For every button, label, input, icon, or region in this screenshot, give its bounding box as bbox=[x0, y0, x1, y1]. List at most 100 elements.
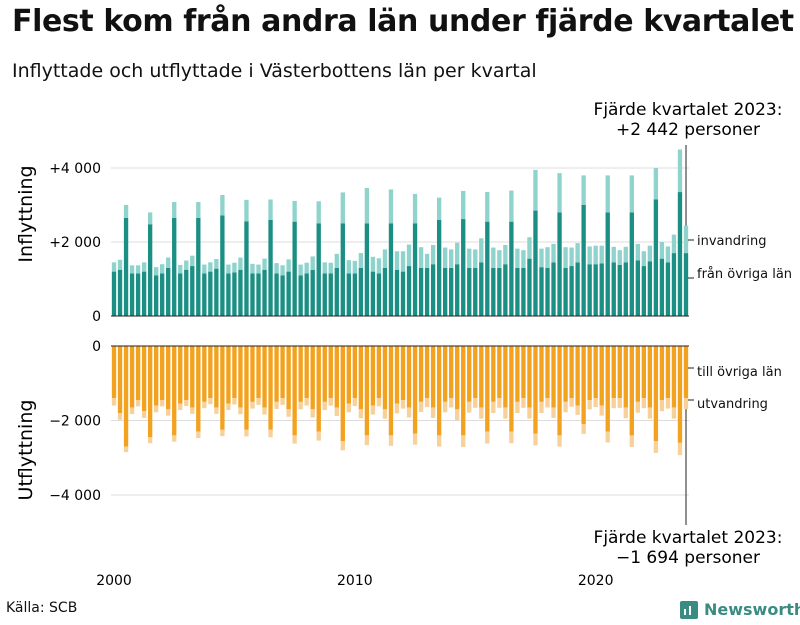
bar-fran-ovriga-lan bbox=[208, 271, 213, 316]
bar-utvandring bbox=[436, 435, 442, 447]
bar-till-ovriga-lan bbox=[274, 346, 279, 402]
bar-utvandring bbox=[455, 409, 460, 421]
bar-till-ovriga-lan bbox=[376, 346, 382, 399]
bar-till-ovriga-lan bbox=[418, 346, 424, 402]
bar-fran-ovriga-lan bbox=[449, 267, 454, 316]
bar-utvandring bbox=[304, 398, 309, 406]
bar-invandring bbox=[593, 245, 598, 265]
bar-utvandring bbox=[503, 407, 508, 419]
bar-till-ovriga-lan bbox=[515, 346, 520, 402]
bar-invandring bbox=[683, 225, 689, 254]
bar-till-ovriga-lan bbox=[611, 346, 616, 399]
bar-utvandring bbox=[467, 401, 472, 413]
bar-invandring bbox=[147, 212, 153, 225]
bar-till-ovriga-lan bbox=[436, 346, 442, 436]
bar-fran-ovriga-lan bbox=[653, 199, 659, 316]
bar-invandring bbox=[677, 149, 683, 193]
bar-till-ovriga-lan bbox=[250, 346, 255, 402]
bar-utvandring bbox=[539, 401, 544, 414]
bar-utvandring bbox=[184, 400, 189, 406]
bar-invandring bbox=[557, 173, 562, 213]
bar-till-ovriga-lan bbox=[322, 346, 327, 402]
bar-utvandring bbox=[406, 407, 412, 418]
bar-till-ovriga-lan bbox=[509, 346, 514, 432]
brand-logo: Newsworthy bbox=[680, 600, 800, 619]
bar-utvandring bbox=[346, 403, 351, 413]
bar-invandring bbox=[196, 202, 201, 218]
bar-fran-ovriga-lan bbox=[370, 271, 376, 316]
bar-invandring bbox=[184, 260, 189, 270]
y-tick-label-bottom: −4 000 bbox=[49, 488, 101, 504]
bar-till-ovriga-lan bbox=[424, 346, 430, 399]
bar-fran-ovriga-lan bbox=[581, 205, 586, 316]
bar-invandring bbox=[123, 205, 129, 218]
bar-invandring bbox=[286, 259, 291, 272]
bar-invandring bbox=[545, 247, 550, 268]
bar-fran-ovriga-lan bbox=[196, 217, 201, 316]
bar-till-ovriga-lan bbox=[123, 346, 129, 447]
y-axis-label-utflyttning: Utflyttning bbox=[15, 400, 37, 501]
bar-till-ovriga-lan bbox=[412, 346, 418, 434]
chart-title: Flest kom från andra län under fjärde kv… bbox=[12, 4, 794, 39]
bar-fran-ovriga-lan bbox=[455, 264, 460, 316]
bar-fran-ovriga-lan bbox=[545, 267, 550, 316]
bar-till-ovriga-lan bbox=[214, 346, 219, 408]
bar-invandring bbox=[635, 243, 640, 261]
bar-till-ovriga-lan bbox=[358, 346, 364, 410]
bar-utvandring bbox=[322, 401, 327, 411]
bar-till-ovriga-lan bbox=[238, 346, 243, 408]
bar-fran-ovriga-lan bbox=[629, 212, 634, 316]
bar-till-ovriga-lan bbox=[226, 346, 231, 404]
bar-till-ovriga-lan bbox=[298, 346, 303, 402]
bar-till-ovriga-lan bbox=[153, 346, 159, 406]
bar-till-ovriga-lan bbox=[677, 346, 683, 443]
bar-invandring bbox=[352, 260, 358, 274]
bar-utvandring bbox=[340, 440, 345, 451]
bar-invandring bbox=[244, 199, 249, 222]
bar-till-ovriga-lan bbox=[328, 346, 333, 399]
bar-utvandring bbox=[605, 431, 610, 443]
bar-fran-ovriga-lan bbox=[623, 262, 628, 316]
bar-till-ovriga-lan bbox=[491, 346, 496, 402]
bar-till-ovriga-lan bbox=[280, 346, 285, 399]
bar-utvandring bbox=[509, 431, 514, 444]
bar-invandring bbox=[153, 267, 159, 276]
bar-fran-ovriga-lan bbox=[328, 273, 333, 316]
bar-invandring bbox=[424, 253, 430, 268]
bar-invandring bbox=[178, 264, 183, 274]
bar-utvandring bbox=[232, 398, 237, 405]
bar-till-ovriga-lan bbox=[593, 346, 598, 399]
bar-invandring bbox=[268, 199, 273, 220]
legend-label-till-ovriga-lan: till övriga län bbox=[697, 365, 782, 380]
bar-invandring bbox=[479, 238, 484, 263]
bar-fran-ovriga-lan bbox=[202, 273, 207, 316]
bar-fran-ovriga-lan bbox=[418, 267, 424, 316]
bar-fran-ovriga-lan bbox=[250, 273, 255, 316]
bar-utvandring bbox=[334, 407, 339, 417]
bar-fran-ovriga-lan bbox=[111, 271, 117, 316]
bar-till-ovriga-lan bbox=[503, 346, 508, 408]
bar-fran-ovriga-lan bbox=[563, 267, 568, 316]
bar-invandring bbox=[515, 248, 520, 268]
bar-till-ovriga-lan bbox=[232, 346, 237, 399]
bar-invandring bbox=[467, 248, 472, 268]
bar-till-ovriga-lan bbox=[641, 346, 647, 399]
bar-till-ovriga-lan bbox=[135, 346, 141, 401]
bar-fran-ovriga-lan bbox=[635, 260, 640, 316]
bar-fran-ovriga-lan bbox=[214, 268, 219, 316]
bar-fran-ovriga-lan bbox=[382, 267, 388, 316]
bar-utvandring bbox=[551, 407, 556, 418]
bar-till-ovriga-lan bbox=[111, 346, 117, 399]
bar-fran-ovriga-lan bbox=[436, 219, 442, 316]
bar-utvandring bbox=[659, 400, 665, 412]
bar-utvandring bbox=[557, 435, 562, 447]
bar-fran-ovriga-lan bbox=[310, 269, 315, 316]
bar-invandring bbox=[190, 255, 195, 267]
bar-fran-ovriga-lan bbox=[521, 267, 526, 316]
bar-fran-ovriga-lan bbox=[479, 262, 484, 316]
bar-utvandring bbox=[364, 435, 370, 446]
bar-utvandring bbox=[123, 446, 129, 453]
bar-utvandring bbox=[581, 424, 586, 434]
bar-invandring bbox=[533, 169, 538, 211]
bar-till-ovriga-lan bbox=[117, 346, 123, 414]
